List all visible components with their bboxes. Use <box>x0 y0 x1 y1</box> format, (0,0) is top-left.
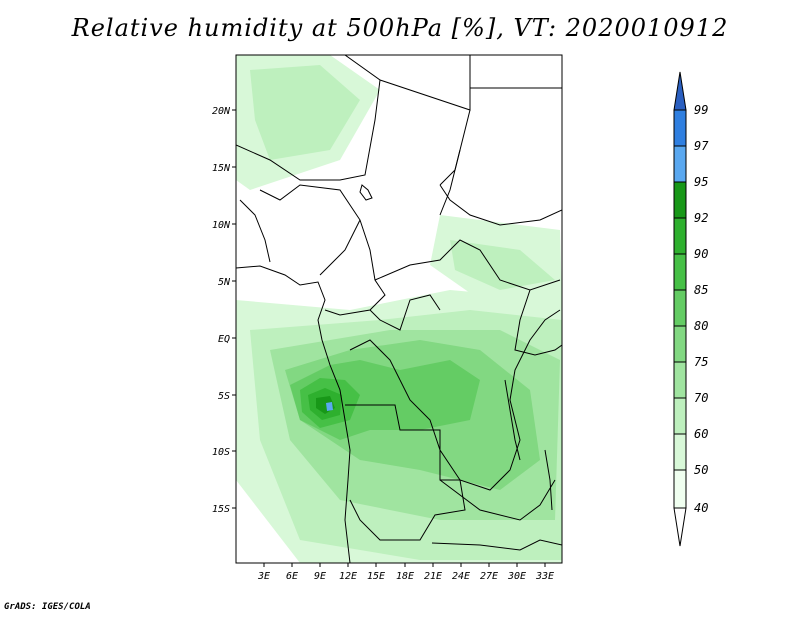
lat-label: 10N <box>212 220 231 231</box>
lake-malawi <box>544 449 553 511</box>
lon-label: 18E <box>396 571 414 582</box>
country-borders <box>236 55 562 563</box>
colorbar-label: 80 <box>694 319 708 333</box>
border-libya-sudan <box>439 87 562 186</box>
colorbar-bin <box>673 253 687 291</box>
lon-label: 3E <box>257 571 270 582</box>
colorbar-label: 50 <box>694 463 708 477</box>
lon-label: 24E <box>452 571 470 582</box>
lon-label: 12E <box>339 571 357 582</box>
map-frame <box>235 54 563 564</box>
border-car <box>374 239 561 291</box>
lon-label: 6E <box>286 571 298 582</box>
colorbar-bin <box>673 397 687 435</box>
colorbar-bin <box>673 217 687 255</box>
colorbar-label: 92 <box>694 211 708 225</box>
colorbar-bin <box>673 433 687 471</box>
border-cameroon <box>324 219 386 316</box>
colorbar-bin <box>673 181 687 219</box>
colorbar-label: 99 <box>694 103 708 117</box>
border-chad <box>379 55 471 216</box>
chart-title: Relative humidity at 500hPa [%], VT: 202… <box>71 14 729 42</box>
colorbar-bin <box>673 469 687 509</box>
lon-label: 33E <box>535 571 554 582</box>
border-nigeria <box>259 184 361 276</box>
lon-label: 9E <box>314 571 326 582</box>
humidity-field <box>236 55 562 563</box>
colorbar-bin <box>673 145 687 183</box>
border-sudan-ethiopia <box>439 184 562 226</box>
lat-label: EQ <box>218 334 230 345</box>
border-southern <box>431 539 562 551</box>
lake-tanganyika <box>504 379 521 461</box>
lat-label: 10S <box>212 447 230 458</box>
lat-label: 20N <box>212 106 231 117</box>
colorbar-top-arrow <box>673 71 687 111</box>
lon-label: 15E <box>367 571 385 582</box>
colorbar-bottom-arrow <box>673 507 687 547</box>
lat-label: 15N <box>212 163 231 174</box>
rh-50-region <box>250 65 360 160</box>
border-zambia <box>439 479 556 521</box>
colorbar: 99 97 95 92 90 85 80 75 70 60 50 40 <box>673 71 709 547</box>
colorbar-label: 75 <box>694 355 708 369</box>
river-niger <box>239 199 271 263</box>
rh-95-region <box>326 402 333 411</box>
credit-label: GrADS: IGES/COLA <box>4 602 91 612</box>
colorbar-label: 90 <box>694 247 708 261</box>
lon-label: 21E <box>424 571 442 582</box>
rh-60-region <box>450 240 555 290</box>
border-east-africa <box>514 289 562 356</box>
coastline-west-africa <box>236 265 351 563</box>
lake-chad <box>359 184 373 201</box>
border-congo <box>349 294 441 381</box>
lon-label: 27E <box>480 571 498 582</box>
border-niger <box>236 55 381 181</box>
latitude-axis: 20N 15N 10N 5N EQ 5S 10S 15S <box>212 106 236 515</box>
colorbar-bin <box>673 289 687 327</box>
colorbar-bin <box>673 361 687 399</box>
colorbar-label: 70 <box>694 391 708 405</box>
colorbar-label: 40 <box>694 501 708 515</box>
colorbar-bin <box>673 325 687 363</box>
colorbar-label: 85 <box>694 283 708 297</box>
colorbar-bin <box>673 109 687 147</box>
colorbar-label: 95 <box>694 175 708 189</box>
border-drc <box>399 309 561 491</box>
longitude-axis: 3E 6E 9E 12E 15E 18E 21E 24E 27E 30E 33E <box>257 563 554 582</box>
border-angola <box>345 404 466 541</box>
lat-label: 5N <box>218 277 231 288</box>
lat-label: 15S <box>212 504 230 515</box>
lat-label: 5S <box>218 391 230 402</box>
lon-label: 30E <box>507 571 526 582</box>
colorbar-label: 97 <box>694 139 709 153</box>
colorbar-label: 60 <box>694 427 708 441</box>
